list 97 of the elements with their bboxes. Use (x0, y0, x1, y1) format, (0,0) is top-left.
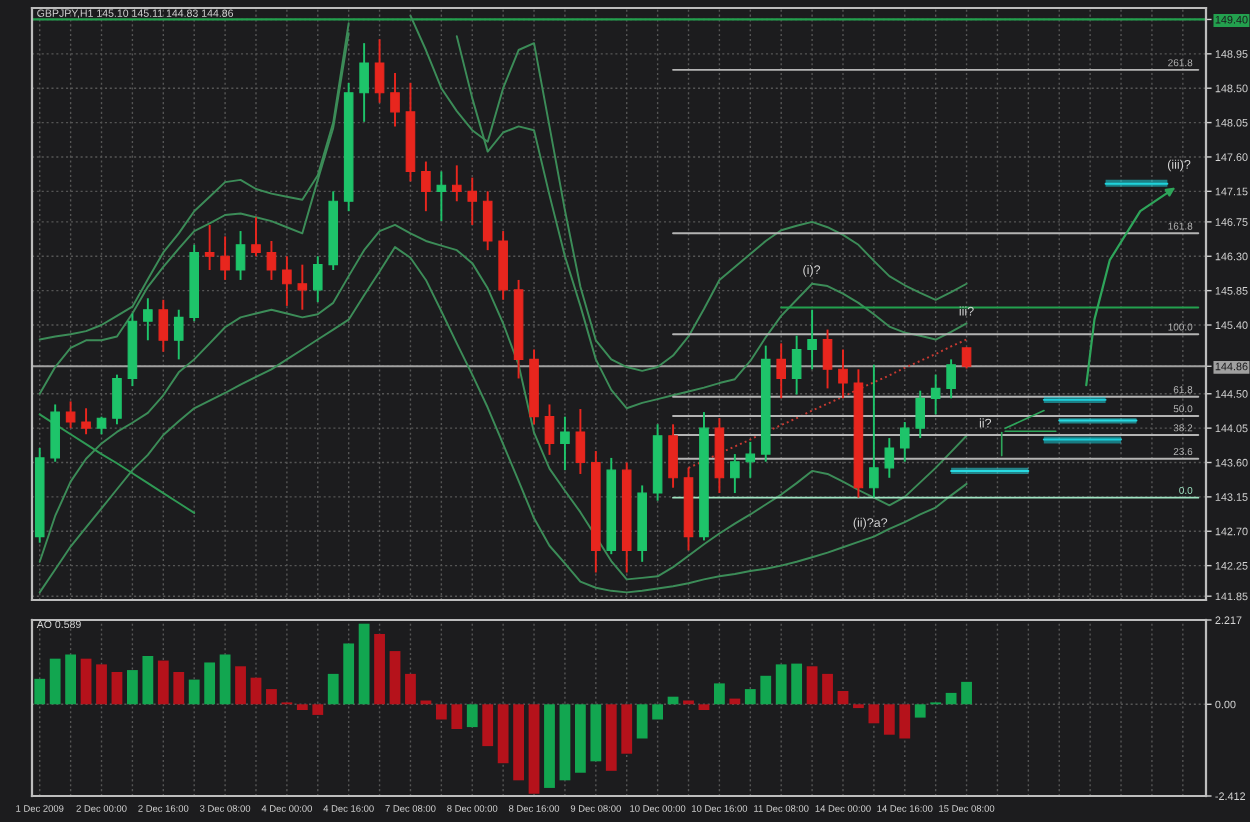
candlestick (544, 403, 555, 456)
bar (544, 704, 555, 788)
bar (34, 678, 46, 705)
candlestick (81, 407, 91, 436)
bar (204, 662, 216, 705)
bar (883, 704, 895, 735)
candlestick (915, 389, 926, 440)
candlestick (50, 403, 60, 463)
bar (482, 704, 494, 747)
bar (806, 666, 818, 705)
bar (343, 643, 355, 705)
bar (961, 681, 972, 705)
bar (96, 664, 107, 705)
bar (791, 663, 803, 705)
bar (451, 704, 463, 730)
bar (250, 677, 262, 705)
bar (188, 679, 200, 705)
bar (358, 623, 370, 705)
bar (127, 670, 138, 705)
candlestick (869, 363, 879, 499)
candlestick (266, 240, 277, 281)
candlestick (220, 235, 230, 281)
candlestick (312, 255, 323, 304)
bar (945, 692, 957, 705)
bar (605, 704, 617, 771)
bar (559, 704, 571, 781)
bar (868, 704, 880, 724)
bar (837, 690, 849, 705)
candlestick (776, 342, 787, 400)
candlestick (451, 164, 462, 203)
bar (574, 704, 586, 773)
bar (497, 704, 509, 764)
bar (914, 704, 926, 718)
candlestick (282, 255, 292, 307)
candlestick (575, 408, 586, 475)
candlestick (745, 440, 756, 479)
bar (296, 704, 308, 710)
candlestick (421, 160, 431, 213)
bar (744, 689, 756, 705)
candlestick (884, 437, 895, 479)
bar (49, 658, 61, 705)
bar (760, 675, 772, 705)
bar (822, 673, 833, 705)
candlestick (560, 415, 570, 472)
candlestick (807, 308, 817, 371)
bar (528, 704, 540, 794)
candlestick (791, 334, 802, 396)
candlestick (961, 346, 972, 370)
candlestick (838, 348, 848, 400)
bar (435, 704, 447, 720)
candlestick (65, 400, 76, 430)
candlestick (436, 170, 447, 223)
candlestick (235, 230, 246, 281)
bar (714, 683, 725, 705)
bar (80, 658, 92, 705)
line-series (687, 338, 968, 469)
bar (266, 689, 277, 705)
bar (111, 671, 123, 705)
candlestick (668, 423, 678, 489)
candlestick (251, 216, 261, 258)
candlestick (143, 297, 153, 342)
candlestick (297, 263, 308, 311)
bar (374, 633, 385, 705)
candlestick (946, 358, 956, 400)
bar (219, 654, 231, 705)
bar (142, 656, 154, 705)
bar (405, 673, 416, 705)
candlestick (204, 223, 215, 271)
bar (65, 654, 77, 705)
candlestick (482, 190, 493, 252)
bar (173, 671, 185, 705)
candlestick (359, 42, 369, 123)
bar (327, 673, 339, 705)
bar (636, 704, 648, 739)
candlestick (158, 298, 169, 353)
bar (312, 704, 324, 715)
bar (775, 664, 787, 705)
candlestick (173, 308, 184, 361)
candlestick (899, 421, 910, 463)
candlestick (112, 373, 122, 426)
bar (235, 666, 246, 705)
bar (157, 660, 169, 705)
bar (698, 704, 710, 710)
candlestick (730, 453, 740, 495)
bar (513, 704, 524, 781)
candlestick (930, 373, 941, 416)
candlestick (374, 38, 385, 104)
line-series (38, 413, 196, 514)
candlestick (467, 176, 478, 226)
bar (389, 651, 401, 705)
bar (621, 704, 633, 754)
bar (590, 704, 602, 762)
bar (652, 704, 664, 720)
candlestick (390, 71, 400, 128)
bar (466, 704, 478, 728)
bar (899, 704, 911, 739)
candlestick (822, 328, 833, 390)
